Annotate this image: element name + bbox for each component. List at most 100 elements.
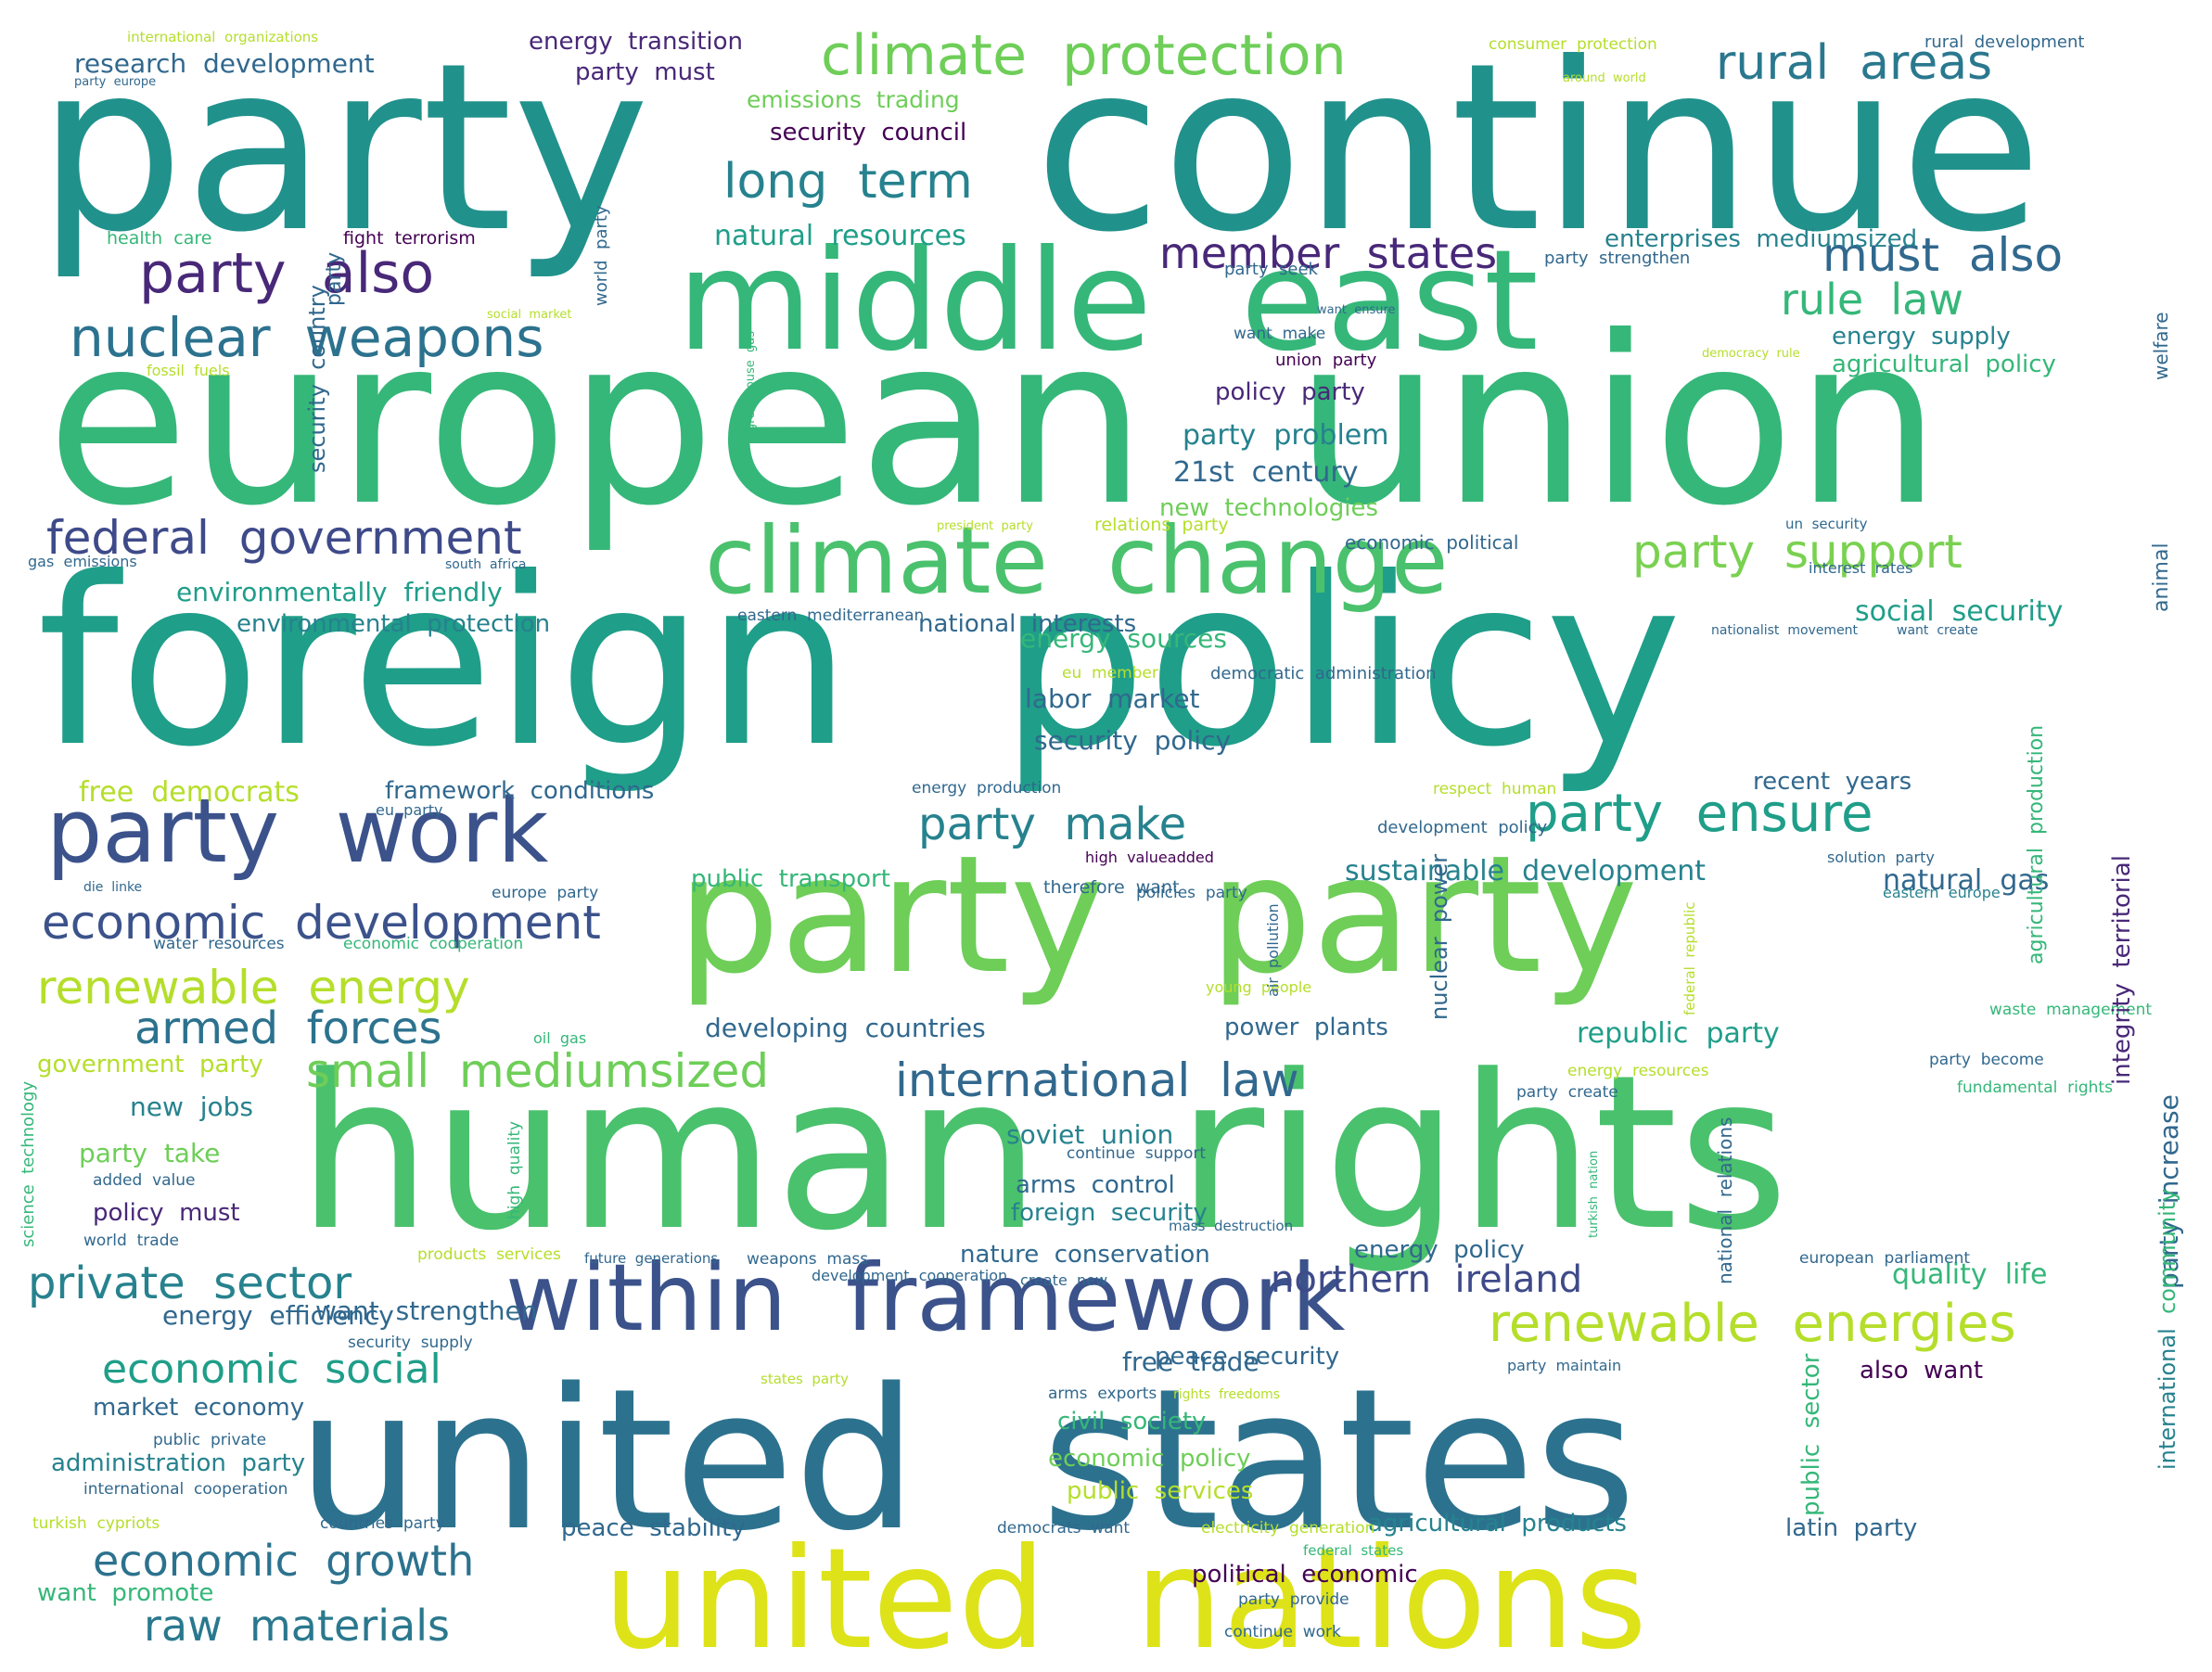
phrase-fight-terrorism: fight terrorism — [343, 230, 476, 248]
phrase-democrats-want: democrats want — [997, 1521, 1130, 1537]
word-continue: continue — [1067, 1144, 1135, 1163]
word-free: free — [1122, 1347, 1174, 1377]
word-free: free — [79, 776, 134, 809]
word-agricultural: agricultural — [1368, 1510, 1506, 1538]
phrase-continue-support: continue support — [1067, 1146, 1206, 1162]
word-science: science — [19, 1184, 38, 1247]
word-civil: civil — [1057, 1408, 1106, 1436]
phrase-policy-party: policy party — [1215, 380, 1365, 404]
word-africa: africa — [490, 557, 527, 572]
word-countries: countries — [864, 1013, 986, 1043]
word-economic: economic — [1048, 1445, 1165, 1473]
word-energy: energy — [1567, 1062, 1623, 1080]
word-sector: sector — [213, 1257, 352, 1309]
word-support: support — [1784, 525, 1963, 579]
word-eu: eu — [376, 801, 394, 819]
word-union: union — [1101, 1119, 1174, 1150]
phrase-health-care: health care — [107, 230, 211, 248]
word-therefore: therefore — [1043, 877, 1125, 898]
phrase-public-private: public private — [153, 1433, 266, 1449]
word-party: party — [1301, 378, 1365, 406]
phrase-within-framework: within framework — [505, 1252, 1345, 1345]
phrase-rural-development: rural development — [1924, 34, 2084, 51]
word-party: party — [1183, 419, 1257, 452]
word-party: party — [199, 1051, 263, 1079]
phrase-framework-conditions: framework conditions — [385, 779, 654, 803]
word-nationalist: nationalist — [1711, 623, 1780, 638]
word-party: party — [139, 241, 287, 306]
word-republic: republic — [1681, 901, 1698, 958]
word-protection: protection — [1576, 35, 1657, 54]
word-party: party — [46, 781, 280, 883]
word-europe: europe — [113, 75, 157, 89]
word-middle: middle — [677, 221, 1153, 382]
word-territorial: territorial — [2108, 855, 2136, 968]
word-party: party — [592, 205, 611, 249]
word-labor: labor — [1025, 683, 1092, 714]
word-party: party — [1706, 1017, 1780, 1050]
word-agricultural: agricultural — [2025, 848, 2048, 964]
word-political: political — [1446, 531, 1519, 554]
word-must: must — [654, 58, 715, 86]
word-policy: policy — [999, 528, 1682, 798]
word-seek: seek — [1279, 260, 1318, 279]
phrase-21st-century: 21st century — [1173, 459, 1359, 487]
word-government: government — [37, 1051, 185, 1079]
word-forces: forces — [306, 1002, 442, 1054]
phrase-oil-gas: oil gas — [533, 1031, 586, 1046]
word-create: create — [1567, 1083, 1618, 1102]
word-welfare: welfare — [2150, 312, 2172, 380]
word-energy: energy — [529, 28, 613, 56]
word-private: private — [28, 1257, 185, 1309]
phrase-new-jobs: new jobs — [130, 1094, 253, 1120]
phrase-international-community: international community — [2154, 1189, 2180, 1470]
word-consumer: consumer — [1489, 35, 1567, 54]
word-foreign: foreign — [37, 528, 852, 798]
word-arms: arms — [1048, 1385, 1088, 1403]
phrase-climate-change: climate change — [705, 515, 1449, 607]
word-soviet: soviet — [1006, 1119, 1085, 1150]
word-security: security — [1951, 595, 2064, 628]
phrase-emissions-trading: emissions trading — [747, 88, 960, 111]
phrase-european-union: european union — [46, 306, 1941, 538]
word-democrats: democrats — [997, 1519, 1081, 1538]
word-interests: interests — [1030, 610, 1137, 638]
word-emissions: emissions — [63, 553, 137, 570]
word-ensure: ensure — [1695, 784, 1873, 844]
word-party: party — [918, 798, 1036, 850]
phrase-energy-transition: energy transition — [529, 30, 743, 54]
word-greenhouse: greenhouse — [744, 360, 758, 431]
word-want: want — [1924, 1357, 1984, 1385]
word-recent: recent — [1753, 768, 1831, 796]
word-europe: europe — [1948, 884, 2001, 901]
word-sustainable: sustainable — [1345, 855, 1504, 887]
phrase-democratic-administration: democratic administration — [1210, 666, 1437, 683]
word-law: law — [1890, 274, 1963, 325]
word-eastern: eastern — [1883, 884, 1939, 901]
phrase-environmentally-friendly: environmentally friendly — [176, 580, 503, 606]
phrase-fundamental-rights: fundamental rights — [1957, 1080, 2113, 1096]
word-rural: rural — [1716, 35, 1830, 91]
word-energy: energy — [1832, 323, 1916, 351]
word-states: states — [1041, 1347, 1637, 1574]
word-solution: solution — [1827, 849, 1886, 866]
word-air: air — [1264, 977, 1282, 997]
word-framework: framework — [385, 777, 516, 805]
word-mass: mass — [1169, 1218, 1206, 1234]
word-trading: trading — [876, 86, 960, 113]
phrase-party-ensure: party ensure — [1526, 788, 1873, 840]
phrase-renewable-energies: renewable energies — [1489, 1298, 2016, 1350]
word-policy: policy — [1498, 818, 1548, 837]
word-armed: armed — [134, 1002, 279, 1054]
phrase-enterprises-mediumsized: enterprises mediumsized — [1605, 227, 1917, 251]
word-mediumsized: mediumsized — [1756, 225, 1918, 253]
word-resources: resources — [208, 935, 285, 953]
word-protection: protection — [1062, 23, 1347, 88]
word-around: around — [1563, 71, 1605, 85]
word-high: high — [505, 1184, 524, 1219]
word-continue: continue — [1034, 13, 2043, 283]
word-security: security — [770, 119, 866, 147]
word-research: research — [74, 48, 187, 79]
phrase-new-technologies: new technologies — [1159, 496, 1378, 520]
phrase-world-trade: world trade — [83, 1233, 179, 1249]
